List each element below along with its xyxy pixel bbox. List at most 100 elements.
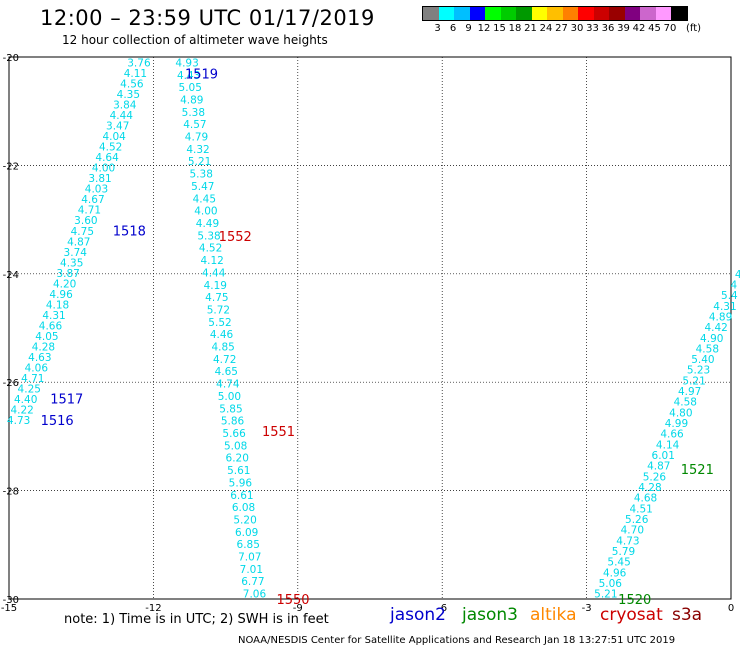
swh-value-label: 4.75: [71, 226, 94, 238]
swh-value-label: 4.58: [674, 397, 697, 409]
swh-value-label: 5.85: [219, 403, 242, 415]
swh-value-label: 4.66: [39, 320, 63, 332]
colorbar-swatch: [531, 7, 547, 20]
colorbar-swatch: [500, 7, 516, 20]
swh-value-label: 4.56: [120, 78, 144, 90]
swh-value-label: 4.42: [704, 322, 727, 334]
pass-number-label: 1551: [262, 425, 295, 440]
swh-value-label: 5.05: [179, 82, 202, 94]
swh-value-label: 7.06: [243, 589, 267, 601]
pass-number-label: 1516: [41, 414, 74, 429]
swh-value-label: 5.72: [207, 304, 230, 316]
colorbar-labels: 3 6 9 12 15 18 21 24 27 30 33 36 39 42 45 70 (ft): [422, 21, 701, 35]
swh-value-label: 4.45: [193, 193, 216, 205]
y-tick-label: -22: [3, 161, 19, 172]
swh-value-label: 4.00: [92, 163, 115, 175]
swh-value-label: 4.80: [669, 407, 692, 419]
swh-value-label: 6.20: [226, 453, 249, 465]
swh-value-label: 4.58: [696, 343, 719, 355]
swh-value-label: 6.01: [652, 450, 675, 462]
swh-value-label: 4: [735, 269, 740, 281]
swh-value-label: 3.84: [113, 100, 137, 112]
swh-value-label: 3.76: [127, 57, 151, 69]
y-tick-label: -24: [3, 270, 19, 281]
colorbar-swatch: [609, 7, 625, 20]
swh-value-label: 5.00: [218, 391, 241, 403]
colorbar-swatch: [547, 7, 563, 20]
swh-value-label: 4.65: [215, 366, 238, 378]
colorbar-label: 33: [586, 23, 599, 34]
swh-value-label: 6.08: [232, 502, 255, 514]
swh-value-label: 4.43: [177, 70, 200, 82]
swh-value-label: 4.25: [18, 384, 41, 396]
swh-value-label: 7.07: [238, 552, 261, 564]
swh-value-label: 3.81: [88, 173, 111, 185]
satellite-legend-item: altika: [530, 605, 577, 625]
satellite-legend-item: s3a: [672, 605, 703, 625]
swh-value-label: 4: [730, 279, 737, 291]
colorbar-label: 21: [524, 23, 537, 34]
colorbar-swatch: [655, 7, 671, 20]
y-tick-label: -28: [3, 487, 19, 498]
swh-value-label: 4.31: [713, 301, 736, 313]
swh-value-label: 3.47: [106, 121, 129, 133]
colorbar-swatch: [671, 7, 687, 20]
colorbar-label: 45: [648, 23, 661, 34]
colorbar-swatch: [578, 7, 594, 20]
swh-value-label: 4.90: [700, 333, 723, 345]
swh-value-label: 4.03: [85, 184, 108, 196]
swh-value-label: 4.18: [46, 299, 69, 311]
swh-value-label: 4.57: [183, 119, 206, 131]
colorbar-swatch: [469, 7, 485, 20]
swh-value-label: 5.20: [233, 514, 256, 526]
swh-value-label: 4.11: [124, 68, 147, 80]
swh-value-label: 4.31: [42, 310, 65, 322]
pass-number-label: 1521: [681, 463, 714, 478]
colorbar-swatch: [640, 7, 656, 20]
colorbar-swatch: [562, 7, 578, 20]
footer-note: note: 1) Time is in UTC; 2) SWH is in fe…: [64, 612, 329, 627]
swh-value-label: 4.64: [95, 152, 119, 164]
swh-value-label: 5.38: [197, 230, 220, 242]
colorbar-label: 12: [477, 23, 491, 34]
pass-number-label: 1519: [185, 67, 218, 82]
swh-value-label: 5.26: [643, 471, 667, 483]
swh-value-label: 5.38: [182, 107, 205, 119]
swh-value-label: 4.12: [200, 255, 223, 267]
swh-value-label: 5.26: [625, 514, 649, 526]
colorbar-label: 30: [570, 23, 584, 34]
swh-value-label: 4.06: [25, 363, 49, 375]
swh-value-label: 5.4: [721, 290, 738, 302]
swh-value-label: 4.93: [175, 57, 198, 69]
swh-value-label: 4.20: [53, 278, 76, 290]
colorbar-label: 42: [632, 23, 646, 34]
swh-value-label: 3.60: [74, 215, 97, 227]
swh-value-label: 4.89: [709, 311, 732, 323]
y-tick-label: -26: [3, 378, 19, 389]
satellite-legend-item: jason2: [390, 605, 446, 625]
swh-value-label: 4.63: [28, 352, 51, 364]
colorbar-label: 70: [663, 23, 677, 34]
x-tick-label: -15: [1, 603, 17, 614]
swh-value-label: 5.21: [682, 375, 705, 387]
swh-value-label: 4.52: [99, 142, 122, 154]
swh-value-label: 4.73: [616, 535, 639, 547]
swh-value-label: 4.35: [117, 89, 140, 101]
y-tick-label: -20: [3, 53, 19, 64]
swh-value-label: 4.71: [21, 373, 44, 385]
swh-value-label: 4.85: [211, 342, 234, 354]
swh-value-label: 6.09: [235, 527, 258, 539]
swh-value-label: 3.74: [64, 247, 88, 259]
pass-number-label: 1552: [219, 230, 252, 245]
pass-number-label: 1517: [50, 392, 83, 407]
swh-value-label: 4.44: [202, 267, 226, 279]
colorbar-unit: (ft): [685, 23, 702, 34]
page-title: 12:00 – 23:59 UTC 01/17/2019: [40, 6, 375, 30]
swh-value-label: 5.86: [221, 416, 245, 428]
swh-value-label: 4.71: [78, 205, 101, 217]
swh-value-label: 4.14: [656, 439, 680, 451]
swh-value-label: 3.87: [56, 268, 79, 280]
plot-frame: [8, 56, 732, 600]
pass-number-label: 1550: [276, 593, 309, 608]
